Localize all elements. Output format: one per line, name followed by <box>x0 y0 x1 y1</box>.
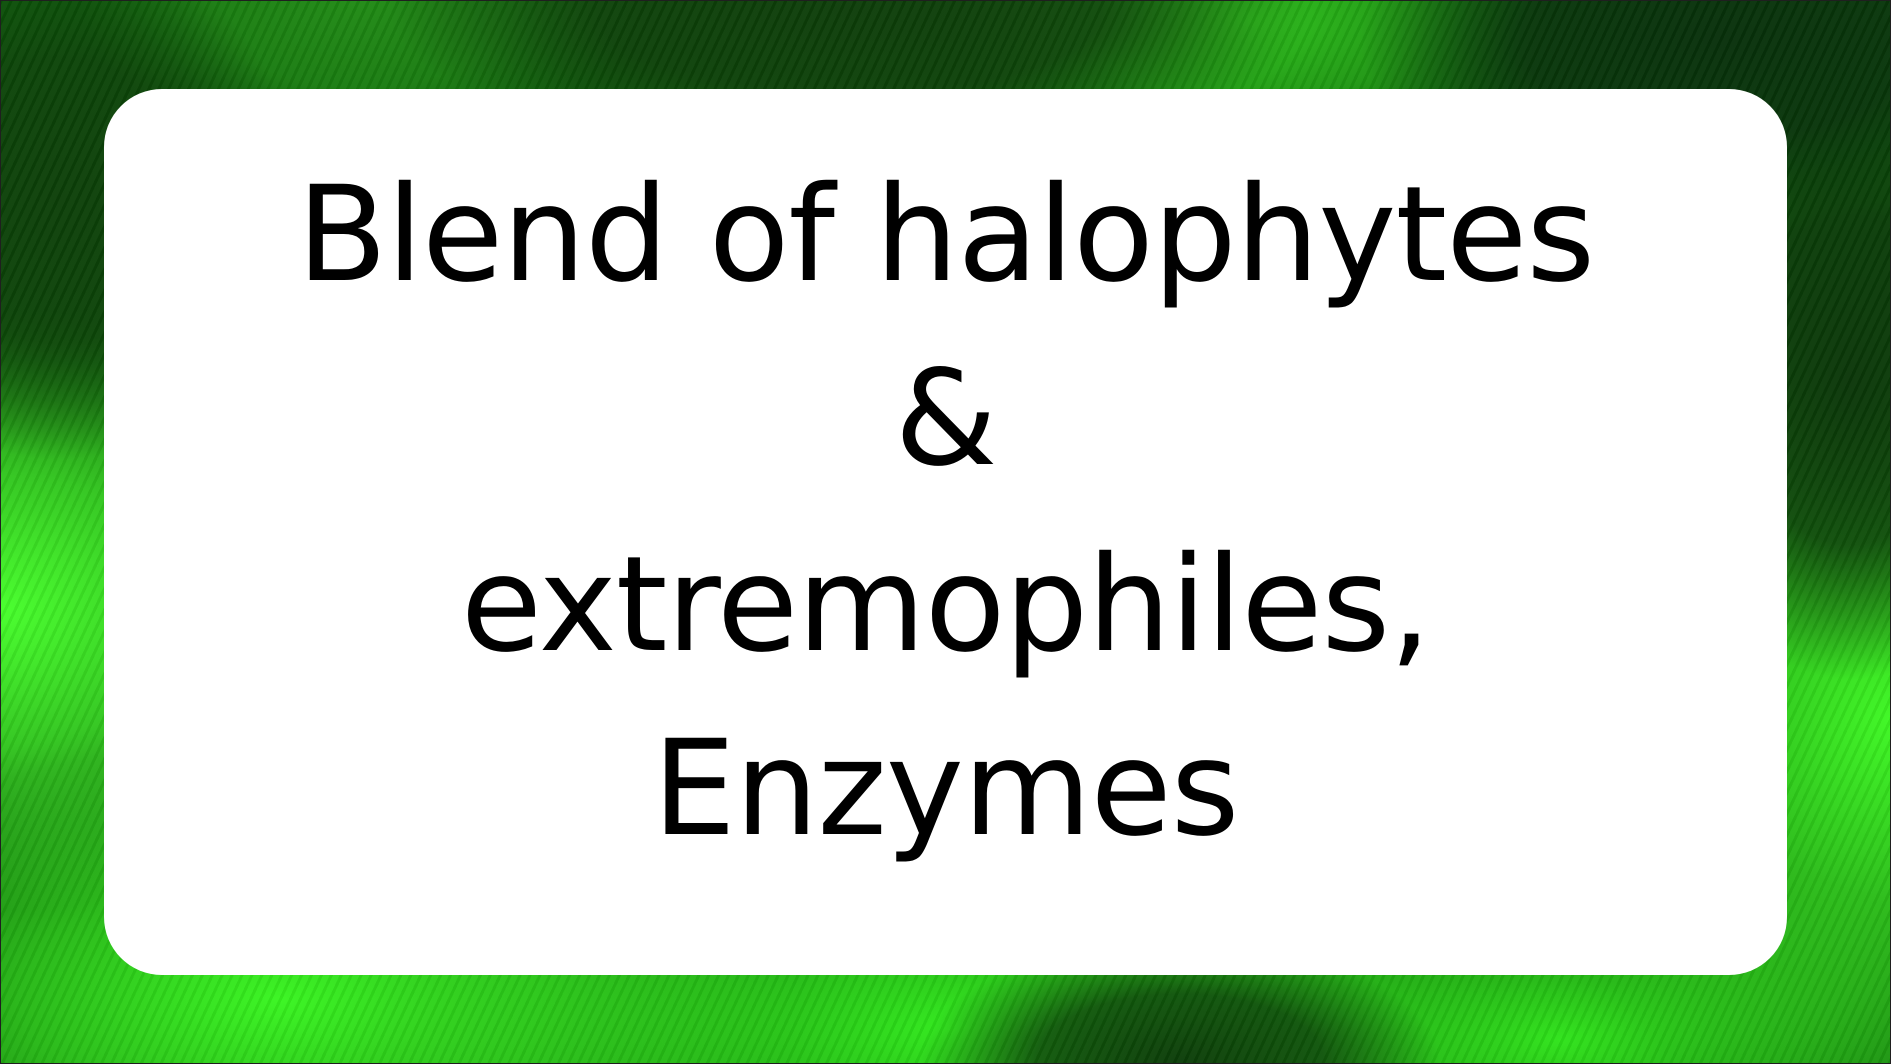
label-line-enzymes: Enzymes <box>652 712 1239 866</box>
label-card: Blend of halophytes & extremophiles, Enz… <box>104 89 1787 975</box>
label-line-ampersand: & <box>894 342 998 496</box>
label-line-extremophiles: extremophiles, <box>460 528 1431 682</box>
label-line-blend-of-halophytes: Blend of halophytes <box>296 158 1595 312</box>
